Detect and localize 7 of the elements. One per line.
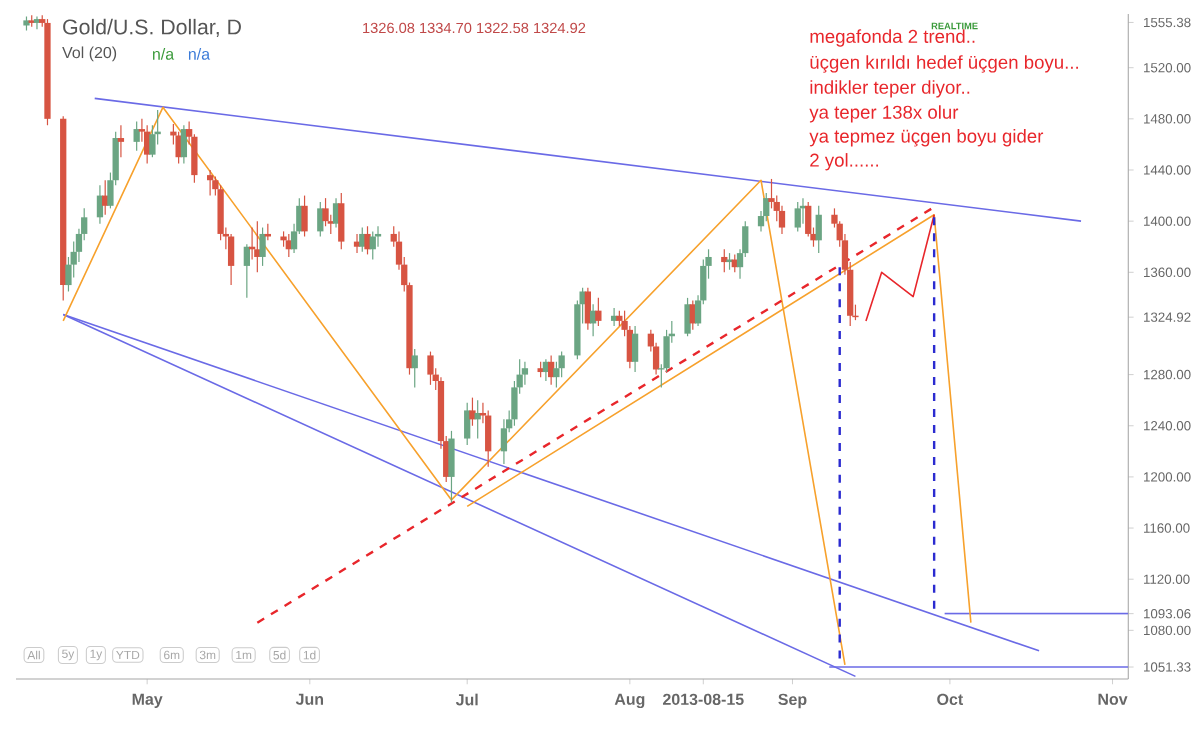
annotation: 2 yol...... xyxy=(810,152,879,171)
annotation: indikler teper diyor.. xyxy=(810,79,970,98)
chart-title: Gold/U.S. Dollar, D xyxy=(63,18,241,37)
annotation: ya tepmez üçgen boyu gider xyxy=(809,128,1044,147)
annotation: megafonda 2 trend.. xyxy=(810,28,975,47)
annotation: ya teper 138x olur xyxy=(809,104,959,123)
annotation: üçgen kırıldı hedef üçgen boyu... xyxy=(810,54,1078,73)
